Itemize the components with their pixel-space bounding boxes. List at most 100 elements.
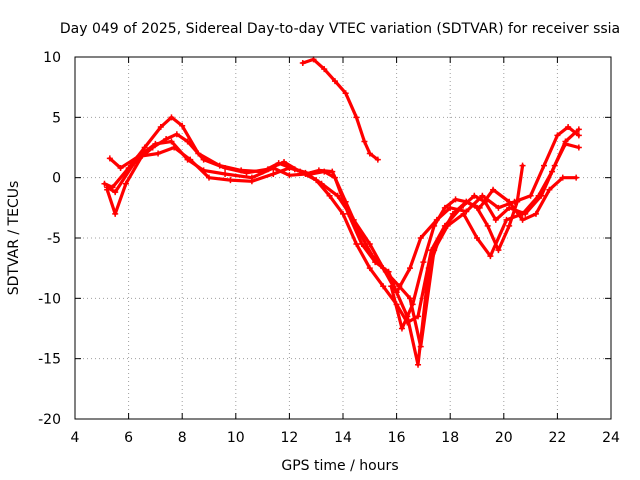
axis-ticks: 4 6 8 10 12 14 16 18 20 22 24 -20 -15 -10 -5 0 5 10	[38, 50, 620, 446]
data-point	[112, 210, 119, 217]
y-tick-label: -10	[38, 291, 61, 307]
data-point	[321, 66, 328, 73]
data-point	[122, 180, 129, 187]
x-axis-label: GPS time / hours	[281, 458, 398, 474]
data-point	[187, 156, 194, 163]
data-point	[286, 165, 293, 172]
data-point	[200, 156, 207, 163]
series-line	[102, 115, 581, 294]
x-tick-label: 4	[71, 430, 80, 446]
data-point	[535, 192, 542, 199]
data-point	[565, 123, 572, 130]
series-line	[108, 127, 581, 349]
data-point	[366, 265, 373, 272]
data-point	[484, 222, 491, 229]
data-point	[101, 180, 108, 187]
data-point	[366, 241, 373, 248]
data-point	[573, 174, 580, 181]
data-point	[286, 172, 293, 179]
series-line	[389, 164, 525, 331]
data-point	[173, 131, 180, 138]
data-point	[358, 241, 365, 248]
data-point	[532, 210, 539, 217]
data-point	[407, 265, 413, 272]
data-point	[575, 132, 582, 139]
data-point	[388, 283, 395, 290]
data-point	[281, 158, 288, 165]
data-point	[222, 165, 229, 172]
data-point	[270, 171, 277, 178]
data-point	[506, 204, 513, 211]
data-point	[342, 198, 349, 205]
data-point	[342, 90, 349, 97]
data-point	[431, 222, 438, 229]
y-tick-label: 5	[52, 110, 61, 126]
data-point	[527, 192, 534, 199]
x-tick-label: 8	[178, 430, 187, 446]
data-point	[318, 180, 325, 187]
data-point	[152, 140, 159, 147]
data-point	[380, 283, 387, 290]
data-point	[168, 114, 175, 121]
data-point	[106, 155, 113, 162]
series-line	[301, 57, 380, 162]
data-point	[396, 283, 403, 290]
data-point	[492, 216, 499, 223]
data-point	[227, 177, 234, 184]
data-point	[112, 189, 119, 196]
data-point	[554, 132, 561, 139]
data-point	[270, 165, 277, 172]
data-point	[519, 216, 526, 223]
data-point	[243, 169, 250, 176]
data-point	[417, 235, 424, 241]
series-sat-b	[104, 131, 582, 326]
data-point	[490, 186, 497, 193]
data-point	[415, 361, 422, 368]
data-point	[549, 168, 556, 175]
data-point	[366, 150, 373, 157]
data-point	[157, 123, 164, 130]
data-point	[409, 301, 416, 308]
data-point	[326, 192, 333, 199]
x-tick-label: 14	[334, 430, 352, 446]
data-point	[179, 122, 186, 129]
data-point	[503, 216, 510, 223]
data-point	[407, 295, 413, 302]
x-tick-label: 18	[441, 430, 459, 446]
data-point	[514, 198, 521, 205]
data-point	[471, 192, 478, 199]
data-point	[441, 204, 448, 211]
data-point	[495, 204, 502, 211]
data-point	[487, 253, 494, 260]
data-point	[575, 144, 582, 151]
data-point	[104, 186, 111, 193]
data-point	[141, 144, 148, 151]
data-point	[353, 241, 360, 248]
series-line	[105, 145, 578, 367]
x-tick-label: 16	[388, 430, 406, 446]
chart-title: Day 049 of 2025, Sidereal Day-to-day VTE…	[60, 21, 620, 37]
data-point	[425, 265, 432, 272]
y-axis-label: SDTVAR / TECUs	[6, 181, 22, 296]
data-point	[415, 313, 422, 320]
data-point	[380, 265, 387, 272]
data-point	[299, 60, 306, 67]
data-point	[474, 204, 480, 211]
y-tick-label: -15	[38, 352, 61, 368]
data-point	[374, 156, 381, 163]
data-point	[331, 78, 338, 85]
data-point	[575, 126, 582, 133]
data-point	[519, 210, 526, 217]
data-point	[206, 174, 212, 181]
data-point	[315, 167, 322, 174]
data-point	[171, 144, 178, 151]
grid	[75, 57, 611, 419]
data-point	[420, 259, 427, 266]
data-point	[353, 114, 360, 121]
y-tick-label: 0	[52, 171, 61, 187]
y-tick-label: -5	[47, 231, 61, 247]
data-point	[222, 171, 229, 178]
data-point	[398, 325, 405, 332]
y-tick-label: 10	[43, 50, 61, 66]
